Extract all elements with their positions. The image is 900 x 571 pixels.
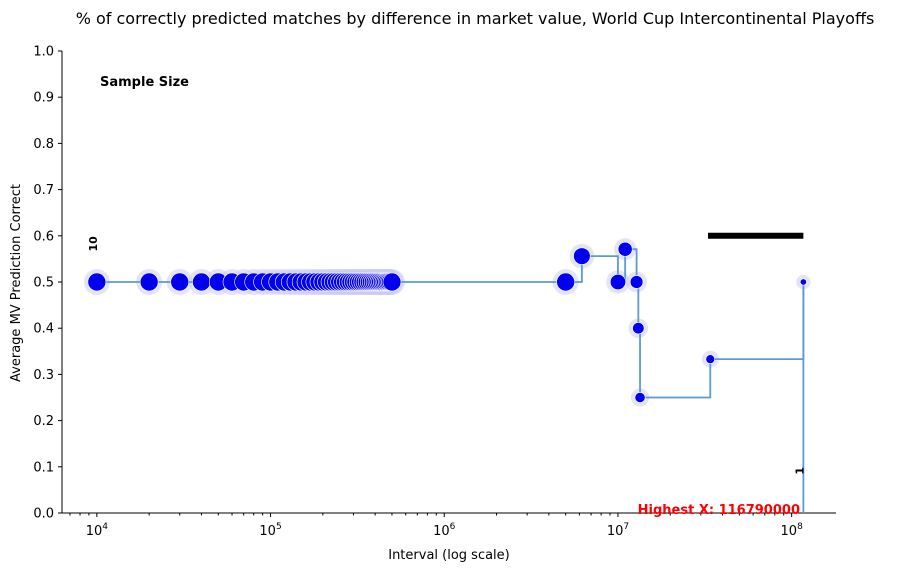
x-axis-label: Interval (log scale) — [388, 548, 510, 563]
data-point — [170, 272, 190, 292]
highest-x-annotation: Highest X: 116790000 — [638, 503, 800, 518]
x-ticks: 104 105 106 107 108 — [86, 513, 803, 539]
data-point — [617, 241, 633, 257]
data-point — [192, 272, 211, 292]
data-point — [139, 272, 159, 292]
x-tick-label: 107 — [607, 522, 629, 539]
y-axis-label: Average MV Prediction Correct — [9, 184, 24, 382]
x-tick-label: 108 — [781, 522, 804, 539]
chart-title: % of correctly predicted matches by diff… — [76, 9, 875, 28]
marker-halos — [83, 238, 811, 407]
x-tick-label: 106 — [433, 522, 456, 539]
y-tick-label: 0.7 — [33, 183, 54, 198]
y-tick-label: 0.8 — [33, 137, 54, 152]
sample-size-title: Sample Size — [100, 75, 189, 90]
sample-size-label: 1 — [793, 467, 806, 475]
y-tick-label: 0.9 — [33, 91, 54, 106]
y-tick-label: 0.5 — [33, 276, 54, 291]
y-tick-label: 0.1 — [33, 460, 54, 475]
y-tick-label: 0.3 — [33, 368, 54, 383]
data-point — [629, 275, 644, 289]
data-points — [87, 241, 807, 403]
y-tick-label: 0.4 — [33, 322, 54, 337]
data-point — [573, 247, 591, 265]
sample-size-label: 10 — [87, 236, 100, 252]
data-point — [87, 272, 107, 292]
x-tick-label: 104 — [86, 522, 109, 539]
data-point — [556, 272, 575, 292]
data-point — [632, 322, 645, 335]
y-tick-label: 1.0 — [33, 45, 54, 60]
data-point — [609, 273, 626, 290]
y-tick-label: 0.0 — [33, 507, 54, 522]
y-tick-label: 0.6 — [33, 229, 54, 244]
data-point — [382, 272, 402, 292]
data-point — [705, 354, 716, 364]
data-point — [799, 278, 807, 286]
x-minor-ticks — [69, 513, 785, 516]
x-tick-label: 105 — [259, 522, 281, 539]
y-ticks: 0.0 0.1 0.2 0.3 0.4 0.5 0.6 0.7 0.8 0.9 1.0 — [33, 45, 62, 522]
sample-size-marks: 10 1 — [87, 232, 806, 475]
y-tick-label: 0.2 — [33, 414, 54, 429]
data-point — [634, 392, 646, 403]
